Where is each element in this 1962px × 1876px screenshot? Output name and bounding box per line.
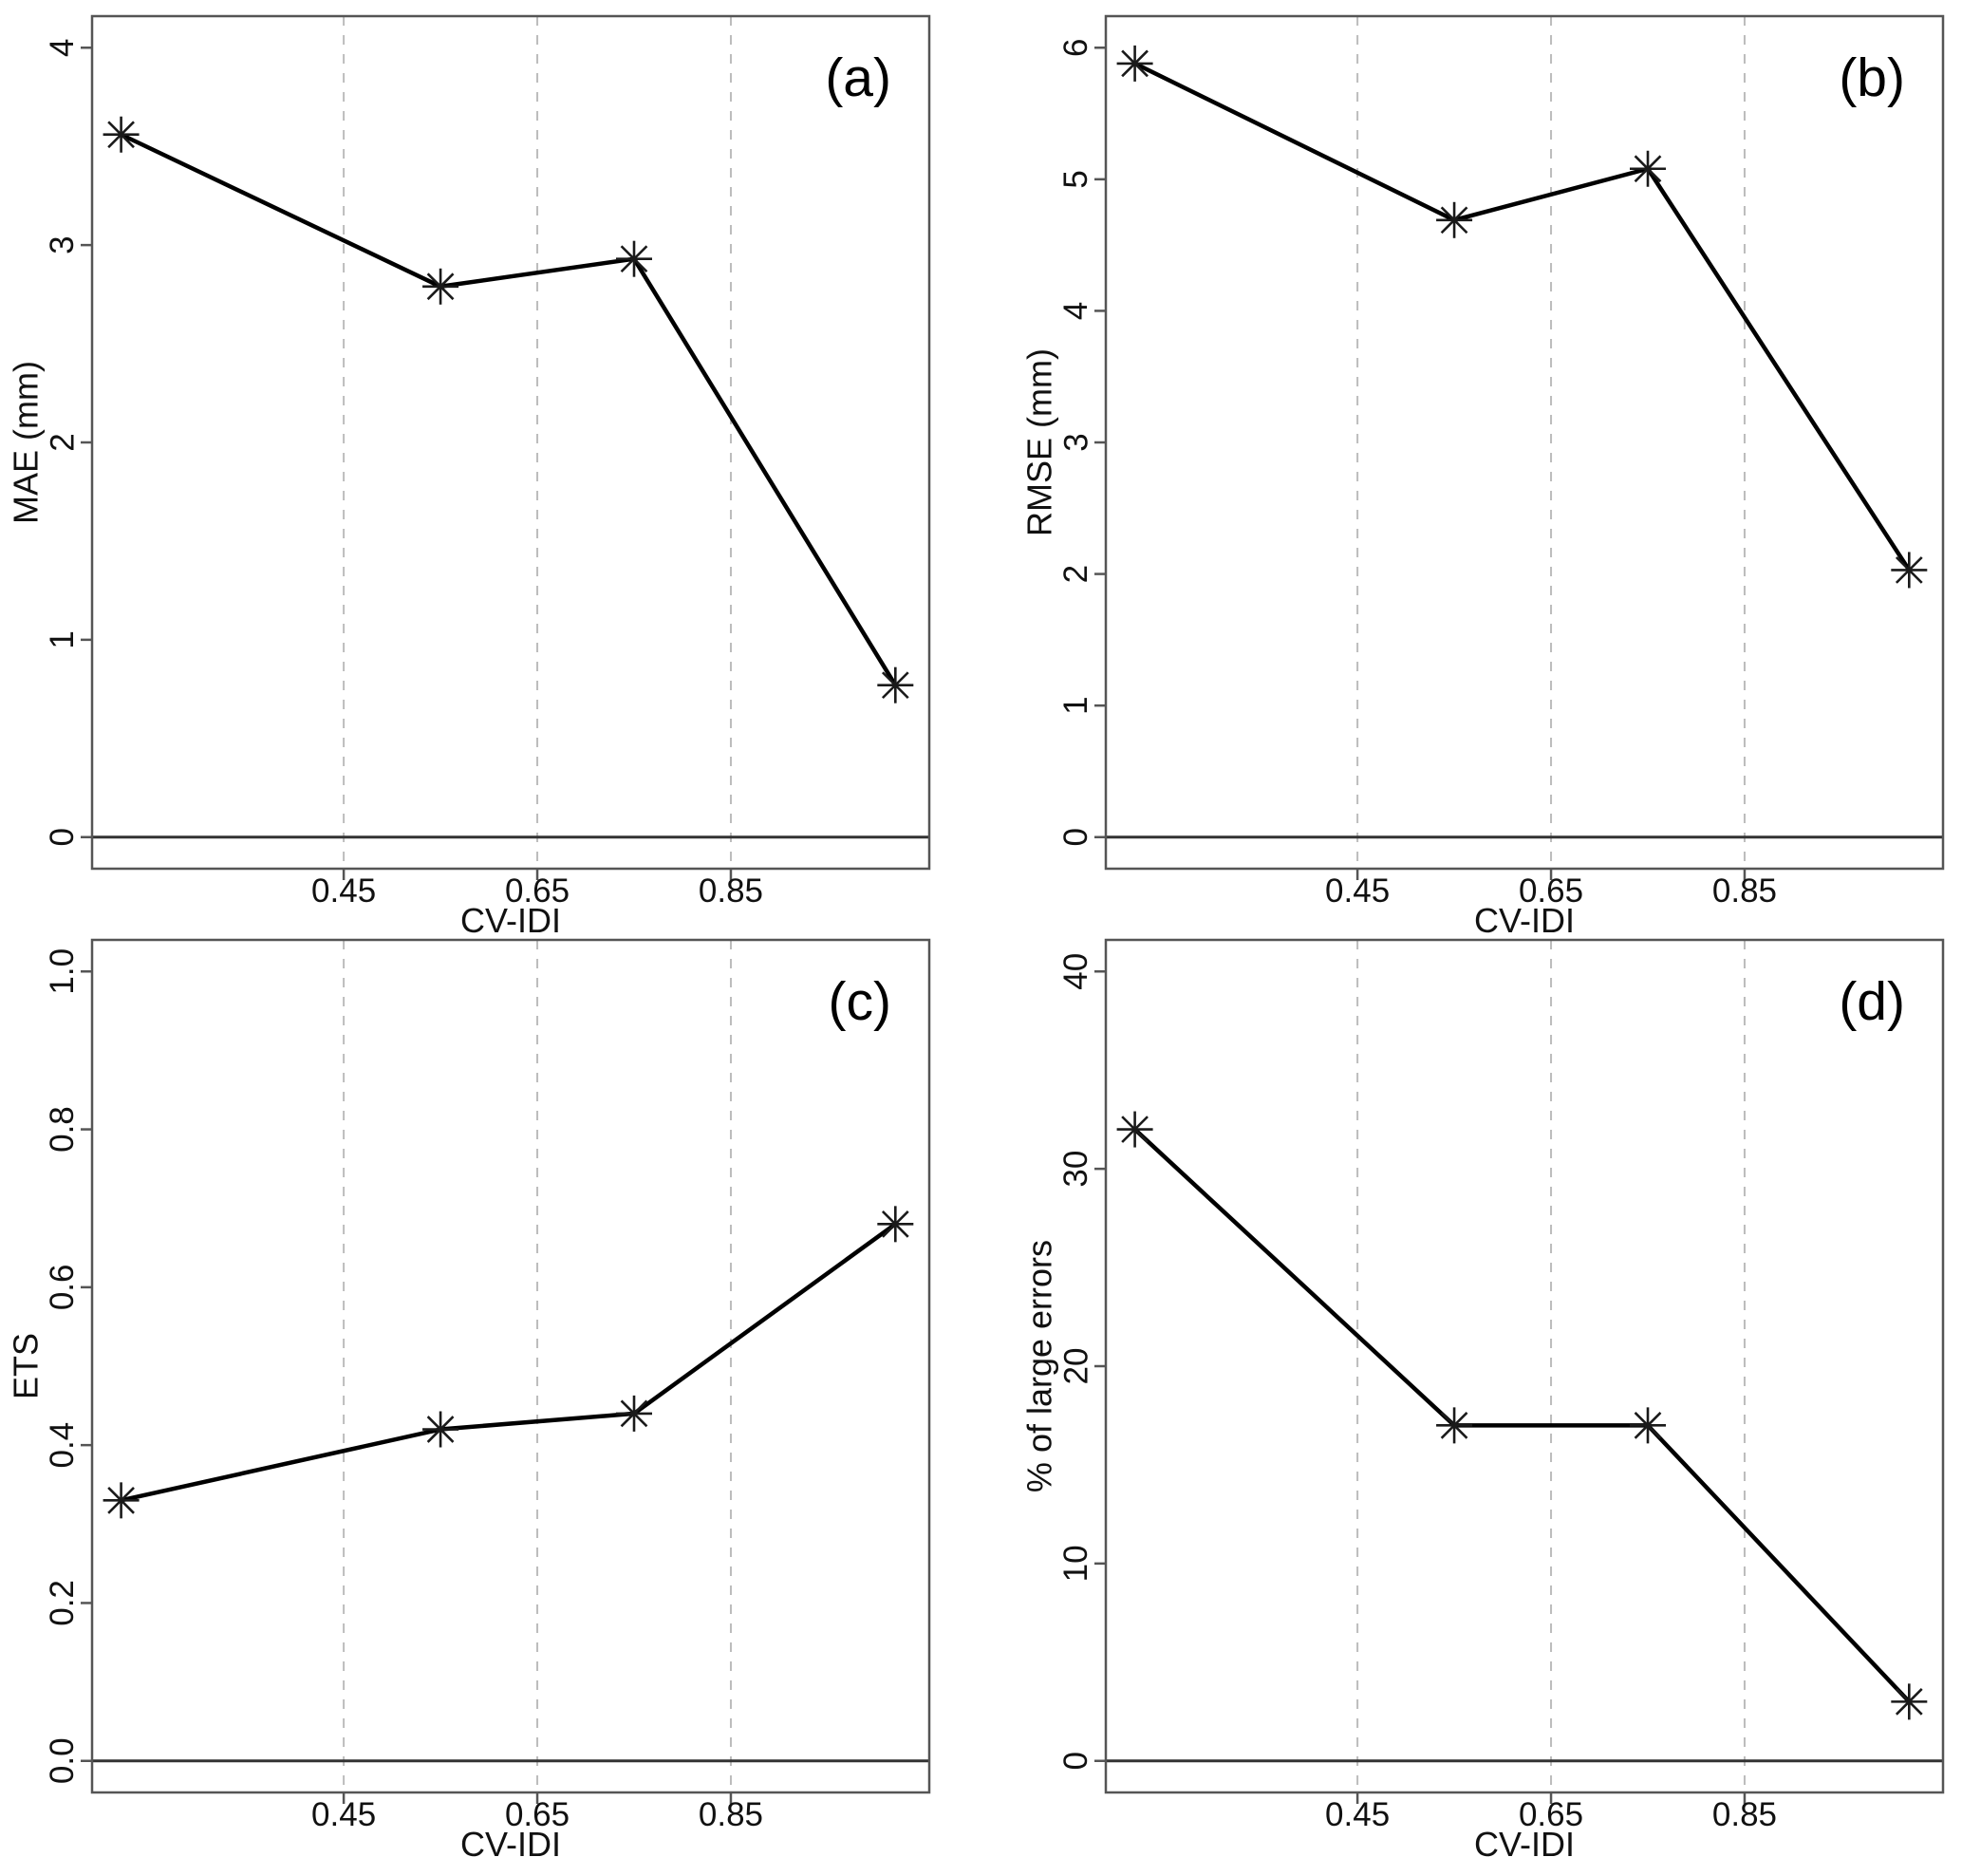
x-axis-label: CV-IDI bbox=[460, 1825, 561, 1864]
marker-asterisk bbox=[422, 1411, 459, 1448]
x-tick-label: 0.65 bbox=[505, 872, 570, 910]
y-tick-label: 6 bbox=[1057, 39, 1094, 57]
y-tick-label: 3 bbox=[1057, 433, 1094, 451]
marker-arm bbox=[881, 671, 909, 700]
marker-asterisk bbox=[1891, 1683, 1928, 1720]
panel-tag: (b) bbox=[1839, 47, 1905, 108]
y-tick-label: 30 bbox=[1057, 1151, 1094, 1188]
y-tick-label: 1.0 bbox=[44, 948, 81, 995]
plot-box bbox=[1104, 14, 1945, 871]
marker-asterisk bbox=[1436, 1407, 1473, 1444]
marker-asterisk bbox=[1116, 45, 1153, 82]
x-tick-label: 0.65 bbox=[1519, 872, 1583, 910]
panel-tag: (a) bbox=[825, 47, 891, 108]
marker-asterisk bbox=[877, 666, 914, 704]
y-tick-label: 0.8 bbox=[44, 1106, 81, 1153]
x-tick-label: 0.45 bbox=[311, 872, 376, 910]
y-tick-label: 2 bbox=[44, 433, 81, 451]
x-tick-label: 0.45 bbox=[1325, 872, 1390, 910]
panel-d: 0.45 0.65 0.85 0 10 20 30 40 CV-IDI % of large er… bbox=[1020, 938, 1945, 1864]
marker-asterisk bbox=[877, 1206, 914, 1243]
x-tick-label: 0.85 bbox=[699, 872, 763, 910]
y-axis-label: ETS bbox=[7, 1333, 46, 1399]
marker-asterisk bbox=[103, 1482, 140, 1519]
y-tick-label: 0.4 bbox=[44, 1422, 81, 1469]
marker-asterisk bbox=[1630, 150, 1667, 187]
marker-arm bbox=[881, 1210, 909, 1238]
marker-arm bbox=[1895, 556, 1923, 584]
y-axis-label: MAE (mm) bbox=[7, 361, 46, 524]
x-tick-label: 0.85 bbox=[1712, 872, 1777, 910]
y-tick-label: 0 bbox=[1057, 828, 1094, 846]
plot-box bbox=[90, 938, 931, 1794]
marker-asterisk bbox=[103, 116, 140, 153]
marker-asterisk bbox=[1891, 552, 1928, 589]
y-tick-label: 20 bbox=[1057, 1348, 1094, 1385]
x-tick-label: 0.85 bbox=[1712, 1796, 1777, 1833]
panel-tag: (d) bbox=[1839, 971, 1905, 1032]
y-tick-label: 0 bbox=[1057, 1752, 1094, 1770]
x-tick-label: 0.45 bbox=[311, 1796, 376, 1833]
marker-arm bbox=[1440, 1412, 1468, 1439]
marker-arm bbox=[107, 1486, 135, 1514]
marker-arm bbox=[426, 1416, 455, 1443]
marker-asterisk bbox=[616, 240, 653, 277]
marker-asterisk bbox=[1116, 1111, 1153, 1148]
panel-b: 0.45 0.65 0.85 0 1 2 3 4 5 6 CV-IDI RMSE (mm) (b) bbox=[1020, 14, 1945, 940]
marker-arm bbox=[1121, 1116, 1149, 1143]
x-tick-label: 0.85 bbox=[699, 1796, 763, 1833]
y-tick-label: 0.6 bbox=[44, 1265, 81, 1311]
y-tick-label: 3 bbox=[44, 235, 81, 253]
y-tick-label: 0.0 bbox=[44, 1737, 81, 1784]
x-axis-label: CV-IDI bbox=[1474, 901, 1575, 940]
marker-arm bbox=[1634, 1412, 1662, 1439]
y-tick-label: 10 bbox=[1057, 1545, 1094, 1582]
plot-box bbox=[90, 14, 931, 871]
y-tick-label: 40 bbox=[1057, 953, 1094, 990]
data-line bbox=[1132, 1127, 1912, 1704]
y-tick-label: 0.2 bbox=[44, 1580, 81, 1626]
data-line bbox=[119, 132, 898, 687]
marker-arm bbox=[1634, 155, 1662, 183]
plot-box bbox=[1104, 938, 1945, 1794]
y-tick-label: 1 bbox=[44, 630, 81, 648]
y-tick-label: 1 bbox=[1057, 696, 1094, 714]
marker-arm bbox=[426, 272, 455, 301]
y-tick-label: 4 bbox=[44, 39, 81, 57]
marker-arm bbox=[620, 1399, 648, 1428]
panel-tag: (c) bbox=[829, 971, 891, 1032]
y-axis-label: RMSE (mm) bbox=[1020, 348, 1059, 536]
marker-arm bbox=[1440, 206, 1468, 234]
y-tick-label: 5 bbox=[1057, 170, 1094, 188]
marker-asterisk bbox=[616, 1395, 653, 1432]
data-line bbox=[1132, 61, 1912, 572]
marker-arm bbox=[1895, 1688, 1923, 1716]
y-tick-label: 4 bbox=[1057, 302, 1094, 320]
x-axis-label: CV-IDI bbox=[1474, 1825, 1575, 1864]
marker-asterisk bbox=[1630, 1407, 1667, 1444]
panel-c: 0.45 0.65 0.85 0.0 0.2 0.4 0.6 0.8 1.0 CV-IDI ETS (… bbox=[7, 938, 931, 1864]
panel-a: 0.45 0.65 0.85 0 1 2 3 4 CV-IDI MAE (mm) (a) bbox=[7, 14, 931, 940]
x-tick-label: 0.45 bbox=[1325, 1796, 1390, 1833]
data-line bbox=[119, 1222, 898, 1503]
marker-asterisk bbox=[1436, 201, 1473, 238]
marker-asterisk bbox=[422, 268, 459, 305]
x-tick-label: 0.65 bbox=[505, 1796, 570, 1833]
marker-arm bbox=[620, 245, 648, 273]
y-axis-label: % of large errors bbox=[1020, 1240, 1059, 1492]
y-tick-label: 2 bbox=[1057, 565, 1094, 583]
marker-arm bbox=[1121, 49, 1149, 78]
x-axis-label: CV-IDI bbox=[460, 901, 561, 940]
marker-arm bbox=[107, 121, 135, 149]
x-tick-label: 0.65 bbox=[1519, 1796, 1583, 1833]
y-tick-label: 0 bbox=[44, 828, 81, 846]
